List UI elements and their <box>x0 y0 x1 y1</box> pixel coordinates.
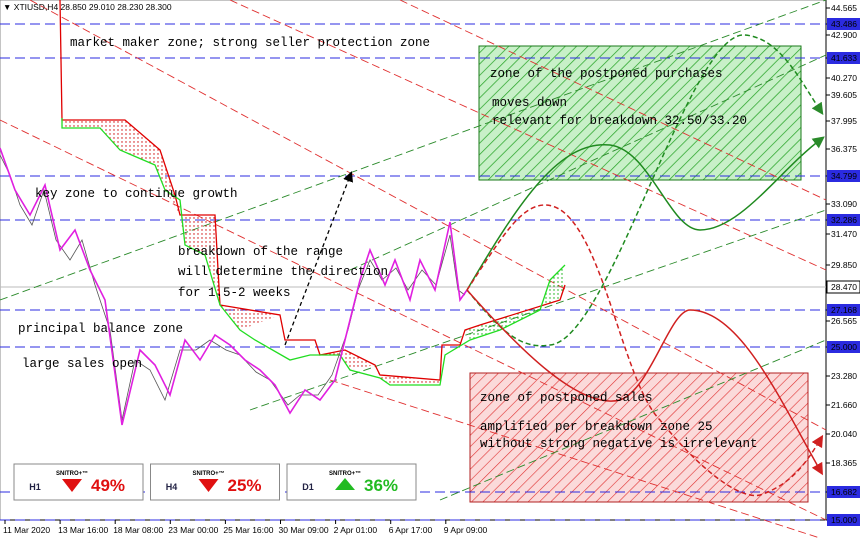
annotation: principal balance zone <box>18 322 183 336</box>
sell-zone-box <box>469 372 809 503</box>
time-label: 9 Apr 09:00 <box>444 525 488 535</box>
indicator-brand: SNITRO+™ <box>56 470 88 477</box>
price-label: 29.850 <box>831 260 857 270</box>
price-label: 15.000 <box>831 515 857 525</box>
time-label: 13 Mar 16:00 <box>58 525 108 535</box>
channel-line <box>349 54 827 271</box>
channel-line <box>229 0 827 271</box>
time-label: 11 Mar 2020 <box>3 525 50 535</box>
indicator-timeframe: D1 <box>302 482 314 492</box>
time-label: 18 Mar 08:00 <box>113 525 163 535</box>
price-candles <box>0 154 466 421</box>
price-label: 36.375 <box>831 144 857 154</box>
price-label: 16.682 <box>831 487 857 497</box>
price-label-box <box>826 280 860 294</box>
price-label: 27.168 <box>831 305 857 315</box>
indicator-arrow <box>198 479 219 492</box>
cloud-fill <box>62 120 180 215</box>
forecast-path <box>466 289 823 476</box>
price-label: 33.090 <box>831 199 857 209</box>
cloud <box>59 0 566 386</box>
price-label: 31.470 <box>831 229 857 239</box>
zone-text: moves down <box>492 96 567 110</box>
kijun-line <box>59 0 566 381</box>
zone-text: amplified per breakdown zone 25 <box>480 420 713 434</box>
indicator-panel <box>286 463 417 501</box>
cloud-fill <box>375 365 440 385</box>
price-label-box <box>827 341 860 353</box>
price-label: 43.486 <box>831 19 857 29</box>
price-label: 34.799 <box>831 171 857 181</box>
zone-title: zone of the postponed purchases <box>490 67 723 81</box>
price-label-box <box>827 170 860 182</box>
time-label: 23 Mar 00:00 <box>168 525 218 535</box>
direction-arrow <box>284 171 353 346</box>
price-line <box>0 147 468 426</box>
channel-line <box>0 119 827 521</box>
price-label: 40.270 <box>831 73 857 83</box>
channel-line <box>399 0 827 201</box>
price-label-box <box>827 214 860 226</box>
annotation: market maker zone; strong seller protect… <box>70 36 430 50</box>
indicator-timeframe: H1 <box>29 482 41 492</box>
price-label: 42.900 <box>831 30 857 40</box>
indicator-brand: SNITRO+™ <box>193 470 225 477</box>
indicator-arrow <box>335 478 355 490</box>
price-axis <box>826 0 860 538</box>
time-label: 6 Apr 17:00 <box>389 525 433 535</box>
forecast-paths <box>284 34 825 497</box>
price-label-box <box>827 52 860 64</box>
price-label: 20.040 <box>831 429 857 439</box>
time-label: 25 Mar 16:00 <box>223 525 273 535</box>
channel-line <box>439 339 827 501</box>
price-label: 44.565 <box>831 3 857 13</box>
price-label: 26.565 <box>831 316 857 326</box>
annotation: key zone to continue growth <box>35 187 238 201</box>
price-label: 37.995 <box>831 116 857 126</box>
channel-lines <box>0 0 827 538</box>
price-label: 41.633 <box>831 53 857 63</box>
price-label-box <box>827 304 860 316</box>
zone-text: without strong negative is irrelevant <box>480 437 758 451</box>
indicator-value: 36% <box>364 476 398 495</box>
channel-line <box>0 0 827 301</box>
price-label: 28.470 <box>831 282 857 292</box>
chart-header: ▼ XTIUSD,H4 28.850 29.010 28.230 28.300 <box>3 2 172 12</box>
symbol-info: XTIUSD,H4 28.850 29.010 28.230 28.300 <box>14 2 172 12</box>
price-label-box <box>827 18 860 30</box>
price-label: 32.286 <box>831 215 857 225</box>
forecast-path <box>466 34 824 347</box>
cloud-fill <box>180 215 280 330</box>
indicator-timeframe: H4 <box>166 482 178 492</box>
channel-line <box>29 0 827 431</box>
zone-title: zone of postponed sales <box>480 391 653 405</box>
senkou-line <box>61 118 566 386</box>
price-label: 21.660 <box>831 400 857 410</box>
indicator-arrow <box>62 479 82 492</box>
forecast-path <box>466 204 824 497</box>
price-label: 23.280 <box>831 371 857 381</box>
time-label: 2 Apr 01:00 <box>334 525 378 535</box>
price-label: 18.365 <box>831 458 857 468</box>
price-label-box <box>827 486 860 498</box>
indicator-brand: SNITRO+™ <box>329 470 361 477</box>
time-label: 30 Mar 09:00 <box>279 525 329 535</box>
channel-line <box>329 379 822 538</box>
annotations: market maker zone; strong seller protect… <box>18 36 758 451</box>
annotation: will determine the direction <box>178 265 388 279</box>
zone-text: relevant for breakdown 32.50/33.20 <box>492 114 747 128</box>
price-label-box <box>827 514 860 526</box>
price-label: 25.000 <box>831 342 857 352</box>
price-label: 39.605 <box>831 90 857 100</box>
annotation: breakdown of the range <box>178 245 343 259</box>
cloud-fill <box>465 265 565 340</box>
indicator-value: 49% <box>91 476 125 495</box>
forecast-path <box>466 136 825 291</box>
annotation: for 1.5-2 weeks <box>178 286 291 300</box>
annotation: large sales open <box>22 357 142 371</box>
indicator-value: 25% <box>228 476 262 495</box>
